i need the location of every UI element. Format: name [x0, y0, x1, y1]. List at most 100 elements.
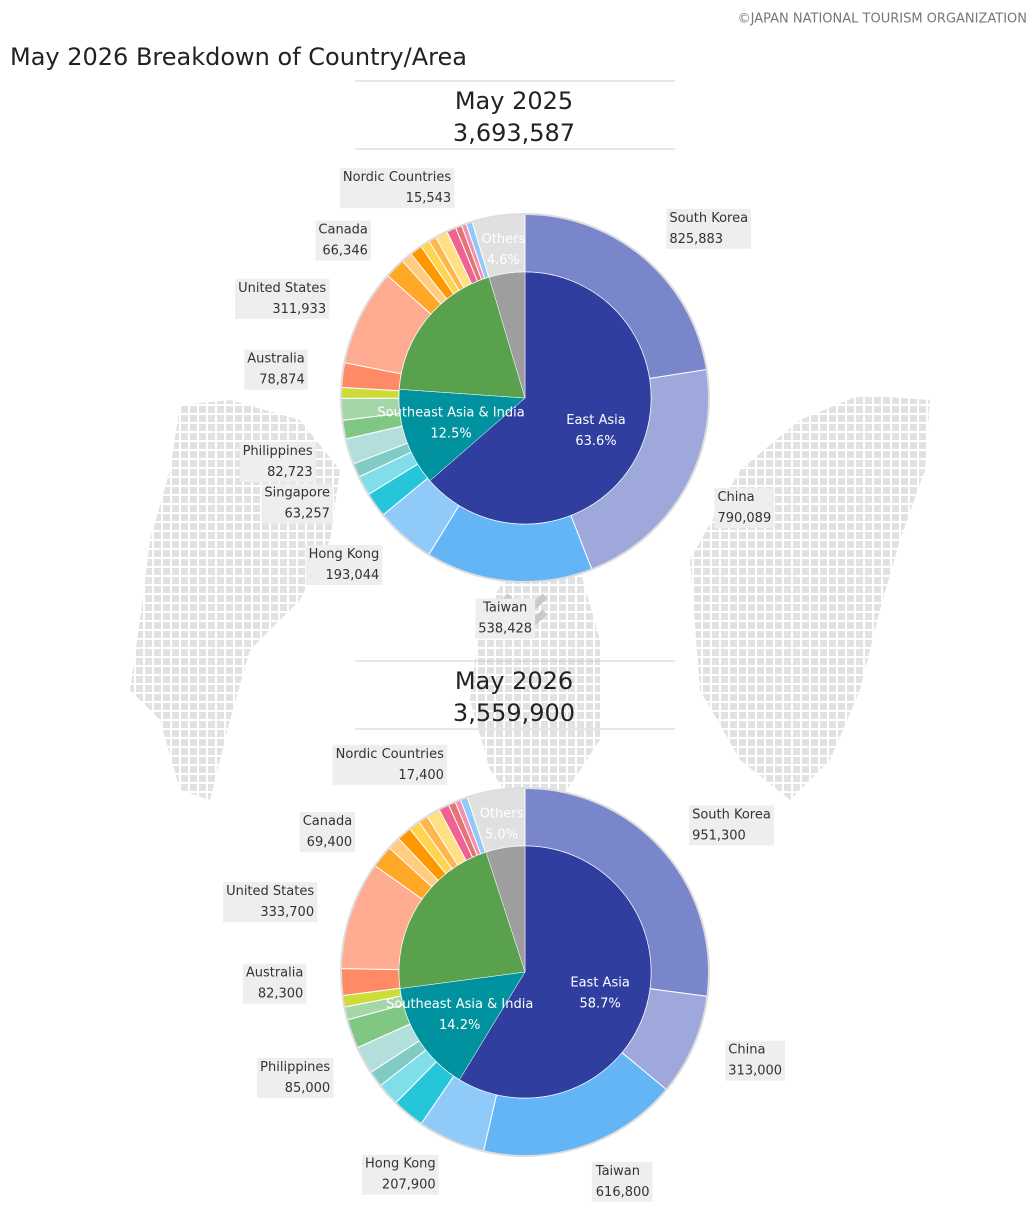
outer-label-name: South Korea — [669, 211, 748, 226]
label-background — [725, 1040, 786, 1081]
outer-label-value: 69,400 — [307, 835, 353, 850]
chart: May 2025 3,693,587 East Asia 63.6% Southeast… — [235, 80, 775, 639]
outer-label: China 790,089 — [714, 488, 775, 529]
outer-label: China 313,000 — [725, 1040, 786, 1081]
outer-label: Australia 78,874 — [244, 349, 308, 390]
inner-value-label: 4.6% — [487, 253, 520, 268]
outer-label-name: Taiwan — [482, 601, 527, 616]
outer-label: Canada 66,346 — [315, 220, 371, 261]
outer-label: South Korea 825,883 — [666, 208, 752, 249]
label-background — [239, 442, 316, 483]
outer-label-value: 207,900 — [382, 1178, 436, 1193]
outer-label-value: 15,543 — [406, 191, 452, 206]
inner-segment — [398, 389, 526, 482]
outer-label-name: Canada — [318, 223, 367, 238]
label-background — [235, 278, 330, 319]
outer-label-name: United States — [226, 884, 314, 899]
outer-label-name: South Korea — [692, 807, 771, 822]
outer-label-value: 78,874 — [259, 373, 305, 388]
chart-total: 3,693,587 — [453, 119, 575, 147]
label-background — [223, 882, 318, 923]
label-background — [261, 483, 333, 524]
outer-label-value: 193,044 — [325, 568, 379, 583]
outer-label-value: 538,428 — [478, 622, 532, 637]
outer-label: South Korea 951,300 — [689, 805, 774, 846]
outer-label: United States 311,933 — [235, 278, 330, 319]
label-background — [689, 805, 774, 846]
outer-label-name: China — [728, 1043, 765, 1058]
outer-label-name: Nordic Countries — [343, 170, 451, 185]
ring-border — [340, 787, 710, 1157]
inner-segment — [485, 845, 526, 973]
label-background — [305, 544, 383, 585]
label-background — [339, 168, 455, 209]
chart-heading: May 2026 — [455, 667, 573, 695]
inner-value-label: 14.2% — [439, 1018, 480, 1033]
inner-value-label: 63.6% — [575, 434, 616, 449]
inner-label: Southeast Asia & India — [377, 405, 524, 420]
outer-label-value: 85,000 — [285, 1081, 331, 1096]
inner-segment — [488, 271, 526, 399]
label-background — [475, 598, 536, 639]
outer-label-value: 313,000 — [728, 1064, 782, 1079]
outer-label-name: Hong Kong — [365, 1157, 436, 1172]
outer-label-name: United States — [238, 281, 326, 296]
inner-label: East Asia — [566, 413, 625, 428]
outer-label-name: Australia — [246, 966, 304, 981]
label-background — [362, 1154, 439, 1195]
label-background — [257, 1058, 334, 1099]
outer-label-value: 82,300 — [258, 987, 304, 1002]
outer-label: Nordic Countries 17,400 — [332, 744, 448, 785]
outer-label-value: 333,700 — [260, 905, 314, 920]
outer-label-name: Hong Kong — [309, 547, 380, 562]
page-title: May 2026 Breakdown of Country/Area — [10, 43, 467, 71]
outer-label-value: 790,089 — [717, 511, 771, 526]
outer-label-name: Philippines — [260, 1060, 330, 1075]
outer-label: Hong Kong 193,044 — [305, 544, 383, 585]
outer-label: Canada 69,400 — [299, 812, 356, 853]
chart: May 2026 3,559,900 East Asia 58.7% Southeast… — [223, 660, 786, 1202]
label-background — [714, 488, 775, 529]
inner-segment — [459, 845, 652, 1099]
inner-label: Others — [482, 232, 526, 247]
outer-label-name: Canada — [303, 814, 352, 829]
inner-segment — [399, 276, 526, 399]
credit: ©JAPAN NATIONAL TOURISM ORGANIZATION — [738, 12, 1027, 27]
outer-label-value: 17,400 — [398, 768, 444, 783]
inner-label: Others — [480, 806, 524, 821]
outer-label-value: 66,346 — [322, 244, 368, 259]
outer-label-value: 82,723 — [267, 465, 313, 480]
label-background — [666, 208, 752, 249]
label-background — [244, 349, 308, 390]
inner-label: East Asia — [570, 976, 629, 991]
outer-label: United States 333,700 — [223, 882, 318, 923]
inner-segment — [429, 271, 652, 525]
chart-heading: May 2025 — [455, 87, 573, 115]
outer-label-value: 311,933 — [272, 302, 326, 317]
outer-label: Hong Kong 207,900 — [362, 1154, 439, 1195]
label-background — [591, 1161, 653, 1202]
outer-label-name: Philippines — [243, 444, 313, 459]
outer-label-value: 63,257 — [284, 507, 330, 522]
inner-segment — [399, 971, 526, 1080]
outer-label: Philippines 82,723 — [239, 442, 316, 483]
outer-label-name: Australia — [247, 352, 305, 367]
outer-label: Singapore 63,257 — [261, 483, 333, 524]
outer-label-name: Nordic Countries — [336, 747, 444, 762]
label-background — [299, 812, 356, 853]
outer-label: Philippines 85,000 — [257, 1058, 334, 1099]
ring-border — [340, 213, 710, 583]
chart-total: 3,559,900 — [453, 699, 575, 727]
outer-label-name: Singapore — [264, 486, 330, 501]
outer-label-value: 951,300 — [692, 828, 746, 843]
label-background — [315, 220, 371, 261]
outer-label-name: Taiwan — [595, 1164, 640, 1179]
inner-segment — [398, 851, 526, 989]
label-background — [332, 744, 448, 785]
inner-value-label: 5.0% — [485, 827, 518, 842]
inner-value-label: 12.5% — [430, 426, 471, 441]
outer-label-name: China — [717, 490, 754, 505]
inner-label: Southeast Asia & India — [386, 997, 533, 1012]
outer-label-value: 616,800 — [596, 1185, 650, 1200]
